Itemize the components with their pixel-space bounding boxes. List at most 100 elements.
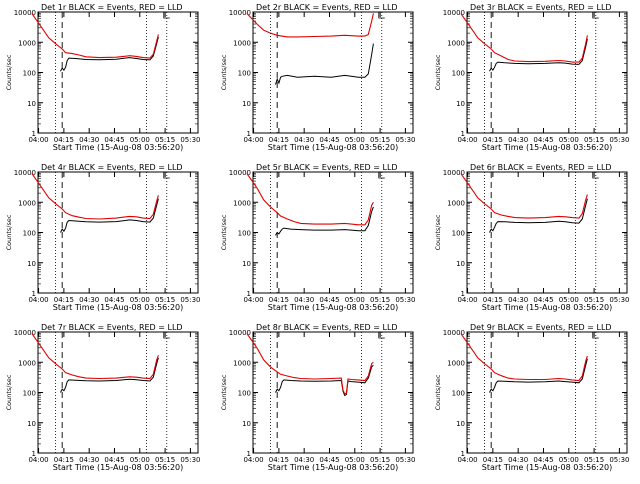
x-tick-label: 05:00 — [130, 136, 150, 144]
bracket-marker — [592, 332, 599, 339]
x-tick-label: 04:15 — [54, 296, 74, 304]
x-tick-label: 05:15 — [370, 136, 390, 144]
x-tick-label: 05:30 — [609, 136, 629, 144]
y-tick-label: 10000 — [443, 169, 465, 177]
y-tick-label: 100 — [238, 230, 251, 238]
x-axis-label: Start Time (15-Aug-08 03:56:20) — [482, 303, 613, 312]
y-tick-label: 1 — [461, 450, 465, 458]
x-tick-label: 04:00 — [243, 456, 263, 464]
y-axis-label: Counts/sec — [220, 54, 228, 90]
y-tick-label: 10 — [27, 100, 36, 108]
y-tick-label: 10000 — [229, 329, 251, 337]
lld-series-line — [246, 173, 374, 226]
y-tick-label: 100 — [238, 70, 251, 78]
x-tick-label: 04:15 — [483, 136, 503, 144]
x-tick-label: 04:30 — [79, 296, 99, 304]
lld-series-line — [31, 333, 159, 380]
x-tick-label: 04:30 — [294, 136, 314, 144]
panel-title: Det 8r BLACK = Events, RED = LLD — [256, 323, 398, 332]
x-tick-label: 04:15 — [269, 136, 289, 144]
x-tick-label: 04:45 — [533, 296, 553, 304]
y-tick-label: 100 — [452, 390, 465, 398]
y-tick-label: 1000 — [18, 39, 36, 47]
y-tick-label: 1000 — [447, 39, 465, 47]
lld-series-line — [460, 173, 588, 219]
panel-9: Det 9r BLACK = Events, RED = LLD 1 10 100 10… — [434, 323, 630, 472]
y-tick-label: 1 — [247, 290, 251, 298]
panel-title: Det 5r BLACK = Events, RED = LLD — [256, 163, 398, 172]
x-tick-label: 05:00 — [345, 456, 365, 464]
lld-series-line — [460, 13, 588, 63]
x-axis-label: Start Time (15-Aug-08 03:56:20) — [482, 463, 613, 472]
x-tick-label: 05:30 — [180, 136, 200, 144]
y-tick-label: 1000 — [447, 359, 465, 367]
y-tick-label: 10 — [242, 260, 251, 268]
y-tick-label: 10000 — [229, 9, 251, 17]
y-axis-label: Counts/sec — [5, 54, 13, 90]
x-tick-label: 05:15 — [584, 456, 604, 464]
panel-title: Det 2r BLACK = Events, RED = LLD — [256, 3, 398, 12]
x-tick-label: 05:00 — [130, 296, 150, 304]
panel-7: Det 7r BLACK = Events, RED = LLD 1 10 100 10… — [5, 323, 201, 472]
x-tick-label: 04:30 — [79, 136, 99, 144]
x-tick-label: 04:30 — [508, 136, 528, 144]
x-tick-label: 05:30 — [395, 296, 415, 304]
x-tick-label: 04:45 — [104, 456, 124, 464]
bracket-marker — [592, 172, 599, 179]
x-axis-label: Start Time (15-Aug-08 03:56:20) — [268, 463, 399, 472]
y-tick-label: 1 — [32, 130, 36, 138]
panel-title: Det 7r BLACK = Events, RED = LLD — [41, 323, 183, 332]
x-axis-label: Start Time (15-Aug-08 03:56:20) — [53, 463, 184, 472]
y-tick-label: 1000 — [233, 359, 251, 367]
x-tick-label: 04:15 — [269, 296, 289, 304]
y-tick-label: 1 — [247, 450, 251, 458]
x-tick-label: 05:00 — [345, 296, 365, 304]
x-tick-label: 04:15 — [483, 456, 503, 464]
y-tick-label: 10 — [456, 260, 465, 268]
x-tick-label: 05:30 — [180, 296, 200, 304]
y-axis-label: Counts/sec — [5, 214, 13, 250]
x-axis-label: Start Time (15-Aug-08 03:56:20) — [268, 143, 399, 152]
x-tick-label: 05:30 — [395, 136, 415, 144]
y-axis-label: Counts/sec — [434, 374, 442, 410]
bracket-marker — [163, 12, 170, 19]
panel-title: Det 4r BLACK = Events, RED = LLD — [41, 163, 183, 172]
y-tick-label: 10 — [456, 100, 465, 108]
panel-4: Det 4r BLACK = Events, RED = LLD 1 10 100 10… — [5, 163, 201, 312]
x-tick-label: 04:45 — [104, 296, 124, 304]
y-tick-label: 10000 — [14, 169, 36, 177]
y-tick-label: 100 — [452, 230, 465, 238]
x-tick-label: 04:30 — [294, 296, 314, 304]
panel-3: Det 3r BLACK = Events, RED = LLD 1 10 100 10… — [434, 3, 630, 152]
panel-1: Det 1r BLACK = Events, RED = LLD 1 10 100 10… — [5, 3, 201, 152]
y-tick-label: 1000 — [18, 359, 36, 367]
bracket-marker — [378, 12, 385, 19]
x-tick-label: 05:00 — [345, 136, 365, 144]
x-tick-label: 04:00 — [28, 296, 48, 304]
x-tick-label: 04:45 — [319, 136, 339, 144]
y-tick-label: 100 — [452, 70, 465, 78]
y-tick-label: 10000 — [229, 169, 251, 177]
x-tick-label: 05:00 — [559, 456, 579, 464]
x-tick-label: 05:15 — [370, 296, 390, 304]
y-axis-label: Counts/sec — [434, 214, 442, 250]
events-series-line — [60, 198, 159, 233]
bracket-marker — [592, 12, 599, 19]
y-tick-label: 1000 — [18, 199, 36, 207]
x-axis-label: Start Time (15-Aug-08 03:56:20) — [482, 143, 613, 152]
x-tick-label: 05:30 — [609, 456, 629, 464]
events-series-line — [60, 357, 159, 393]
y-tick-label: 10000 — [443, 9, 465, 17]
x-tick-label: 04:30 — [508, 456, 528, 464]
x-tick-label: 04:15 — [54, 136, 74, 144]
y-tick-label: 1 — [247, 130, 251, 138]
y-tick-label: 100 — [23, 70, 36, 78]
events-series-line — [489, 38, 588, 72]
x-tick-label: 04:00 — [28, 136, 48, 144]
y-axis-label: Counts/sec — [5, 374, 13, 410]
y-axis-label: Counts/sec — [434, 54, 442, 90]
x-tick-label: 04:00 — [457, 296, 477, 304]
y-tick-label: 10000 — [14, 329, 36, 337]
